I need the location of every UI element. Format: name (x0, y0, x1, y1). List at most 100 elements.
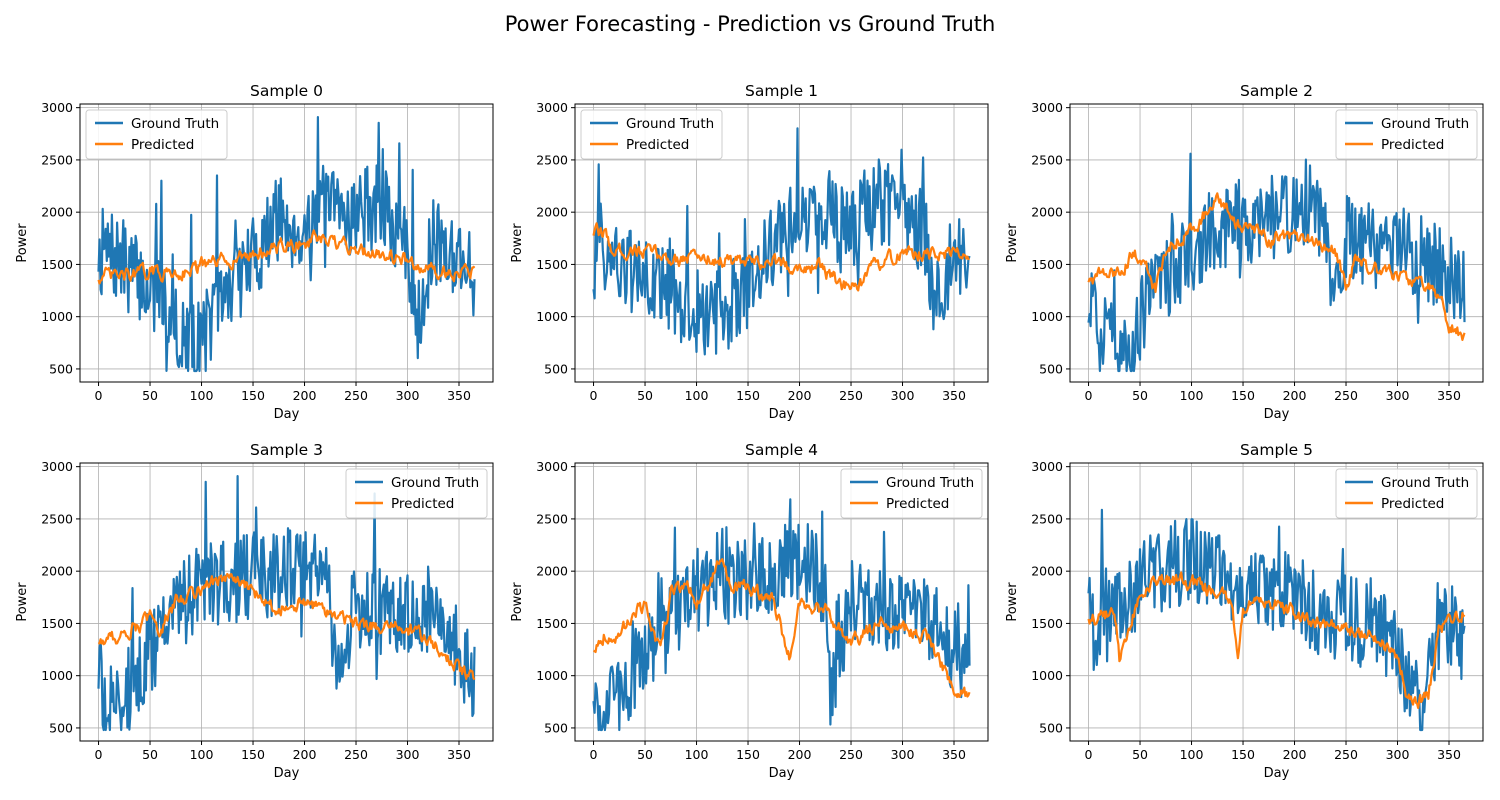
x-tick-label: 50 (637, 388, 653, 403)
y-tick-label: 2000 (1031, 205, 1063, 220)
y-tick-label: 3000 (536, 459, 568, 474)
legend-predicted-label: Predicted (1381, 496, 1444, 512)
y-axis-label: Power (1005, 582, 1020, 622)
y-tick-label: 2500 (1031, 152, 1063, 167)
axes-frame (79, 103, 494, 383)
predicted-line (1087, 571, 1466, 710)
series-lines (1087, 508, 1466, 732)
x-axis-label: Day (1264, 766, 1290, 781)
y-tick-label: 1000 (1031, 309, 1063, 324)
y-tick-label: 2500 (536, 152, 568, 167)
y-tick-label: 1000 (1031, 668, 1063, 683)
y-axis-label: Power (15, 582, 30, 622)
predicted-line (592, 222, 970, 292)
y-tick-label: 2000 (536, 564, 568, 579)
y-tick-label: 500 (544, 720, 568, 735)
ground-truth-line (1087, 508, 1466, 732)
subplot-grid: 0 50 100 150 200 250 300 3505001000150020002500… (15, 82, 1484, 781)
axes-frame (574, 103, 989, 383)
legend-predicted-label: Predicted (131, 137, 194, 153)
y-tick-label: 500 (1039, 361, 1063, 376)
x-tick-label: 50 (142, 747, 158, 762)
series-lines (1087, 152, 1466, 373)
y-tick-label: 1500 (536, 616, 568, 631)
y-tick-label: 2000 (536, 205, 568, 220)
subplot-1: 0 50 100 150 200 250 300 350 500 1000 1500 2000 2500… (510, 82, 989, 422)
y-tick-label: 1500 (41, 257, 73, 272)
subplot-title: Sample 3 (250, 441, 323, 459)
x-tick-label: 350 (447, 388, 471, 403)
x-tick-label: 150 (1231, 388, 1255, 403)
subplot-title: Sample 0 (250, 82, 323, 100)
x-tick-label: 0 (95, 388, 103, 403)
y-tick-label: 2000 (1031, 564, 1063, 579)
x-tick-label: 250 (344, 388, 368, 403)
y-tick-label: 1000 (41, 309, 73, 324)
y-tick-label: 1000 (536, 668, 568, 683)
x-axis-label: Day (769, 766, 795, 781)
axes-frame (79, 462, 494, 742)
subplot-2: 0 50 100 150 200 250 300 350 500 1000 1500 2000 2500… (1005, 82, 1484, 422)
subplot-title: Sample 1 (745, 82, 818, 100)
x-tick-label: 150 (241, 388, 265, 403)
y-tick-label: 500 (49, 361, 73, 376)
ground-truth-line (97, 115, 476, 373)
x-tick-label: 250 (344, 747, 368, 762)
x-axis-label: Day (274, 766, 300, 781)
legend: Ground Truth Predicted (85, 109, 228, 160)
x-tick-label: 100 (1180, 388, 1204, 403)
y-tick-label: 2000 (41, 564, 73, 579)
x-tick-label: 100 (190, 388, 214, 403)
axes-frame (574, 462, 989, 742)
x-tick-label: 150 (736, 747, 760, 762)
y-tick-label: 2500 (41, 511, 73, 526)
predicted-line (593, 558, 971, 699)
y-tick-label: 1000 (536, 309, 568, 324)
x-tick-label: 300 (396, 388, 420, 403)
x-tick-label: 150 (736, 388, 760, 403)
series-lines (592, 498, 971, 732)
x-tick-label: 100 (685, 747, 709, 762)
x-tick-label: 100 (685, 388, 709, 403)
x-tick-label: 0 (1085, 388, 1093, 403)
y-axis-label: Power (1005, 223, 1020, 263)
y-tick-label: 500 (1039, 720, 1063, 735)
x-axis-label: Day (769, 407, 795, 422)
y-axis-label: Power (510, 582, 525, 622)
x-tick-label: 150 (1231, 747, 1255, 762)
x-tick-label: 300 (1386, 388, 1410, 403)
x-tick-label: 250 (839, 747, 863, 762)
axes-frame (1069, 103, 1484, 383)
y-axis-label: Power (15, 223, 30, 263)
x-tick-label: 0 (95, 747, 103, 762)
y-tick-label: 2500 (536, 511, 568, 526)
x-tick-label: 0 (590, 747, 598, 762)
x-tick-label: 100 (190, 747, 214, 762)
y-tick-label: 500 (544, 361, 568, 376)
x-tick-label: 0 (590, 388, 598, 403)
x-tick-label: 200 (1283, 388, 1307, 403)
x-tick-label: 50 (637, 747, 653, 762)
y-tick-label: 2500 (1031, 511, 1063, 526)
subplot-title: Sample 5 (1240, 441, 1313, 459)
subplot-5: 0 50 100 150 200 250 300 350 500 1000 1500 2000 2500… (1005, 441, 1484, 781)
x-tick-label: 150 (241, 747, 265, 762)
legend-ground-truth-label: Ground Truth (131, 116, 219, 132)
y-tick-label: 3000 (536, 100, 568, 115)
predicted-line (97, 572, 476, 681)
y-tick-label: 2500 (41, 152, 73, 167)
x-tick-label: 0 (1085, 747, 1093, 762)
legend-predicted-label: Predicted (1381, 137, 1444, 153)
x-tick-label: 200 (788, 747, 812, 762)
x-axis-label: Day (274, 407, 300, 422)
subplot-title: Sample 2 (1240, 82, 1313, 100)
x-tick-label: 200 (293, 388, 317, 403)
x-tick-label: 250 (1334, 388, 1358, 403)
series-lines (97, 475, 476, 732)
y-tick-label: 1500 (1031, 616, 1063, 631)
subplot-4: 0 50 100 150 200 250 300 350 500 1000 1500 2000 2500… (510, 441, 989, 781)
axes-frame (1069, 462, 1484, 742)
x-tick-label: 200 (293, 747, 317, 762)
x-tick-label: 350 (942, 388, 966, 403)
